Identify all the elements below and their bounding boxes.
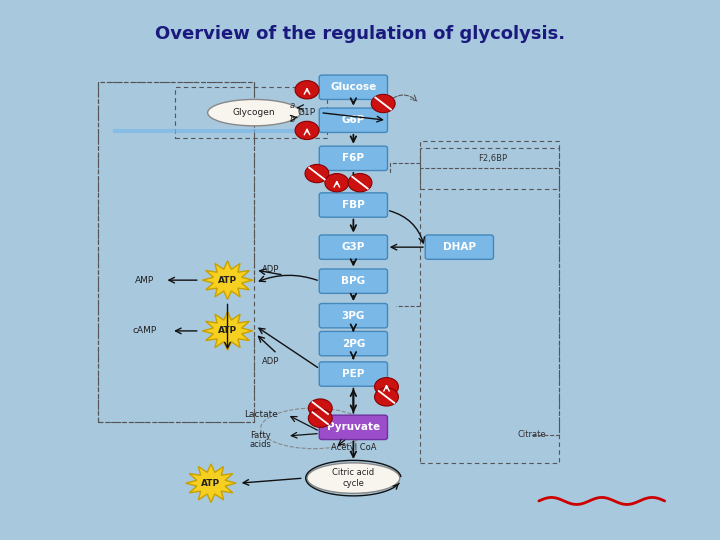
Circle shape [305, 164, 329, 183]
Text: DHAP: DHAP [443, 242, 476, 252]
FancyBboxPatch shape [319, 75, 387, 99]
Text: F6P: F6P [343, 153, 364, 163]
FancyBboxPatch shape [319, 362, 387, 386]
Text: G1P: G1P [298, 108, 316, 117]
Bar [99, 82, 254, 422]
FancyBboxPatch shape [319, 269, 387, 293]
Circle shape [374, 377, 398, 396]
Polygon shape [202, 261, 253, 300]
FancyBboxPatch shape [319, 332, 387, 356]
Text: G6P: G6P [342, 115, 365, 125]
Text: Citric acid
cycle: Citric acid cycle [333, 468, 374, 488]
Text: a: a [290, 101, 295, 110]
Polygon shape [202, 312, 253, 350]
Text: Glycogen: Glycogen [233, 108, 275, 117]
Circle shape [295, 80, 319, 99]
Text: BPG: BPG [341, 276, 366, 286]
Circle shape [374, 388, 398, 406]
Text: b: b [289, 114, 295, 124]
Text: Overview of the regulation of glycolysis.: Overview of the regulation of glycolysis… [155, 25, 565, 43]
Text: cAMP: cAMP [132, 326, 157, 335]
Text: ADP: ADP [262, 266, 279, 274]
Circle shape [325, 173, 348, 192]
FancyBboxPatch shape [426, 235, 493, 259]
Text: 3PG: 3PG [342, 310, 365, 321]
Text: F2,6BP: F2,6BP [478, 154, 507, 163]
Circle shape [308, 399, 332, 417]
Text: ATP: ATP [218, 275, 237, 285]
FancyBboxPatch shape [319, 303, 387, 328]
Text: G3P: G3P [342, 242, 365, 252]
Circle shape [348, 173, 372, 192]
Circle shape [372, 94, 395, 113]
Text: Citrate: Citrate [518, 430, 546, 440]
Text: ADP: ADP [262, 357, 279, 366]
Text: Lactate: Lactate [243, 410, 278, 419]
Text: 2PG: 2PG [342, 339, 365, 349]
Text: ATP: ATP [202, 478, 220, 488]
Text: FBP: FBP [342, 200, 365, 210]
Ellipse shape [207, 99, 300, 126]
Text: Pyruvate: Pyruvate [327, 422, 380, 433]
Text: Fatty
acids: Fatty acids [250, 431, 271, 449]
FancyBboxPatch shape [319, 193, 387, 217]
Bar [420, 148, 559, 463]
Text: ATP: ATP [218, 326, 237, 335]
Text: PEP: PEP [342, 369, 364, 379]
Bar [174, 87, 327, 138]
FancyBboxPatch shape [319, 235, 387, 259]
Text: Glucose: Glucose [330, 82, 377, 92]
FancyBboxPatch shape [319, 108, 387, 132]
Circle shape [295, 122, 319, 139]
Polygon shape [186, 464, 236, 503]
Text: AMP: AMP [135, 275, 154, 285]
Circle shape [308, 409, 332, 427]
FancyBboxPatch shape [319, 146, 387, 171]
Bar [420, 140, 559, 189]
Ellipse shape [307, 463, 400, 494]
FancyBboxPatch shape [319, 415, 387, 440]
Text: Acetyl CoA: Acetyl CoA [330, 443, 376, 452]
